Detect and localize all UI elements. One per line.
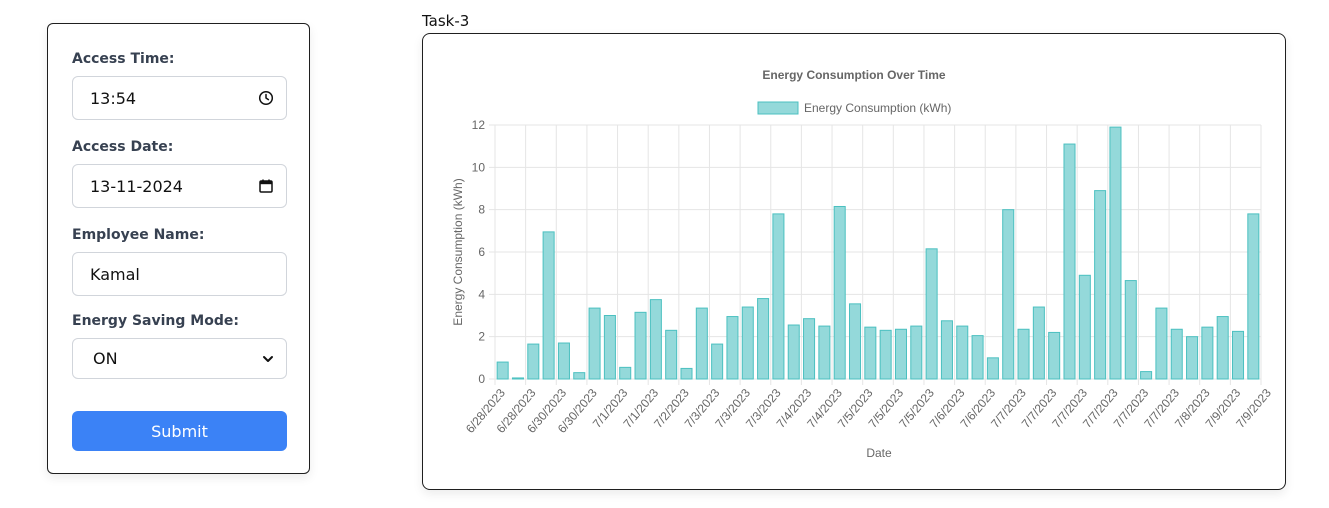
access-time-input[interactable]: 13:54 xyxy=(72,76,287,120)
bar xyxy=(757,298,770,380)
bar xyxy=(557,342,570,380)
employee-name-value: Kamal xyxy=(90,264,140,284)
bar xyxy=(1247,213,1260,380)
bar xyxy=(787,324,800,380)
bar xyxy=(680,367,693,380)
bar xyxy=(573,372,586,380)
clock-icon[interactable] xyxy=(258,90,274,106)
bar xyxy=(1170,328,1183,380)
bar xyxy=(1094,190,1107,380)
bar xyxy=(1002,209,1015,380)
access-time-label: Access Time: xyxy=(72,51,175,67)
bar xyxy=(986,357,999,380)
access-date-label: Access Date: xyxy=(72,139,174,155)
chevron-down-icon xyxy=(263,355,273,362)
bar xyxy=(588,307,601,380)
bar xyxy=(1063,143,1076,380)
bar xyxy=(603,315,616,380)
bar xyxy=(741,306,754,380)
bar xyxy=(849,303,862,380)
bar xyxy=(1216,316,1229,380)
access-form: Access Time: 13:54 Access Date: 13-11-20… xyxy=(47,23,310,474)
bar xyxy=(665,329,678,380)
energy-mode-label: Energy Saving Mode: xyxy=(72,313,239,329)
section-title: Task-3 xyxy=(422,12,470,30)
bar xyxy=(833,205,846,380)
bar xyxy=(711,343,724,380)
y-tick-label: 10 xyxy=(472,160,486,174)
y-tick-label: 6 xyxy=(478,245,485,259)
legend-swatch xyxy=(757,101,799,115)
employee-name-label: Employee Name: xyxy=(72,227,205,243)
bar xyxy=(634,311,647,380)
chart-title: Energy Consumption Over Time xyxy=(762,68,945,82)
bar xyxy=(1232,330,1245,380)
bar xyxy=(971,335,984,380)
bar xyxy=(1048,331,1061,380)
bar xyxy=(542,231,555,380)
bar xyxy=(864,326,877,380)
y-tick-label: 2 xyxy=(478,330,485,344)
energy-chart: Energy Consumption Over Time Energy Consu… xyxy=(451,68,1274,460)
bar xyxy=(1078,274,1091,380)
energy-mode-value: ON xyxy=(93,349,118,368)
employee-name-input[interactable]: Kamal xyxy=(72,252,287,296)
bar xyxy=(879,329,892,380)
bar xyxy=(894,328,907,380)
x-axis-title: Date xyxy=(866,446,892,460)
y-tick-label: 4 xyxy=(478,287,485,301)
submit-button[interactable]: Submit xyxy=(72,411,287,451)
bar xyxy=(1155,307,1168,380)
bar xyxy=(619,366,632,380)
bar xyxy=(1109,126,1122,380)
bar xyxy=(496,361,509,380)
bar xyxy=(1140,371,1153,380)
bar xyxy=(818,325,831,380)
bar xyxy=(695,307,708,380)
access-date-input[interactable]: 13-11-2024 xyxy=(72,164,287,208)
chart-card: Energy Consumption Over Time Energy Consu… xyxy=(422,33,1286,490)
calendar-icon[interactable] xyxy=(258,178,274,194)
bar xyxy=(511,377,524,380)
bar xyxy=(1186,336,1199,380)
bar xyxy=(925,248,938,380)
bar xyxy=(910,325,923,380)
bar xyxy=(956,325,969,380)
y-axis-title: Energy Consumption (kWh) xyxy=(451,178,465,325)
bar xyxy=(1201,326,1214,380)
bar xyxy=(803,318,816,380)
access-date-value: 13-11-2024 xyxy=(90,176,183,196)
access-time-value: 13:54 xyxy=(90,88,137,108)
bar xyxy=(940,320,953,380)
y-tick-label: 12 xyxy=(472,118,486,132)
y-tick-label: 8 xyxy=(478,203,485,217)
legend-label: Energy Consumption (kWh) xyxy=(804,101,951,115)
energy-mode-select[interactable]: ON xyxy=(72,338,287,379)
y-tick-label: 0 xyxy=(478,372,485,386)
bar xyxy=(772,213,785,380)
bar xyxy=(649,299,662,380)
bar xyxy=(1124,280,1137,380)
bar xyxy=(1032,306,1045,380)
bar xyxy=(527,343,540,380)
bar xyxy=(1017,328,1030,380)
bar xyxy=(726,316,739,380)
